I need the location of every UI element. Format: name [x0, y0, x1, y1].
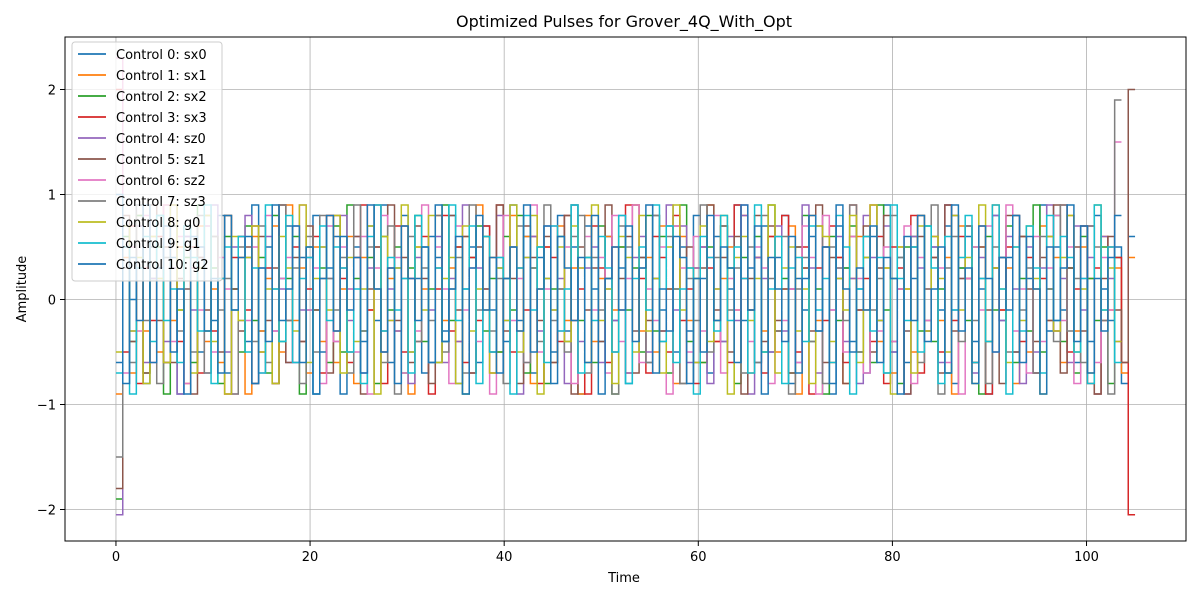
y-tick-label: −1 [37, 399, 56, 414]
x-tick-label: 40 [496, 550, 513, 565]
x-tick-label: 20 [302, 550, 319, 565]
legend-label: Control 4: sz0 [116, 132, 206, 147]
legend: Control 0: sx0 Control 1: sx1 Control 2: s… [71, 41, 223, 282]
x-tick-label: 100 [1074, 550, 1099, 565]
legend-label: Control 5: sz1 [116, 153, 206, 168]
x-axis-ticks: 0 20 40 60 80 100 [112, 541, 1099, 565]
series-line-10 [115, 193, 1122, 395]
legend-label: Control 8: g0 [116, 216, 200, 231]
legend-label: Control 2: sx2 [116, 90, 207, 105]
y-axis-ticks: −2 −1 0 1 2 [37, 84, 65, 519]
legend-label: Control 6: sz2 [116, 174, 206, 189]
legend-label: Control 3: sx3 [116, 111, 207, 126]
y-tick-label: −2 [37, 504, 56, 519]
chart-title: Optimized Pulses for Grover_4Q_With_Opt [456, 12, 792, 32]
plot-area-frame [64, 36, 1187, 542]
x-axis-label: Time [607, 571, 640, 586]
legend-label: Control 7: sz3 [116, 195, 206, 210]
y-tick-label: 0 [48, 294, 56, 309]
x-tick-label: 0 [112, 550, 120, 565]
x-tick-label: 60 [690, 550, 707, 565]
series-lines [115, 57, 1136, 516]
legend-label: Control 10: g2 [116, 258, 209, 273]
y-tick-label: 1 [48, 189, 56, 204]
legend-box [71, 41, 223, 282]
x-tick-label: 80 [884, 550, 901, 565]
legend-label: Control 1: sx1 [116, 69, 207, 84]
legend-label: Control 9: g1 [116, 237, 200, 252]
legend-label: Control 0: sx0 [116, 48, 207, 63]
y-axis-label: Amplitude [15, 256, 30, 323]
y-tick-label: 2 [48, 84, 56, 99]
